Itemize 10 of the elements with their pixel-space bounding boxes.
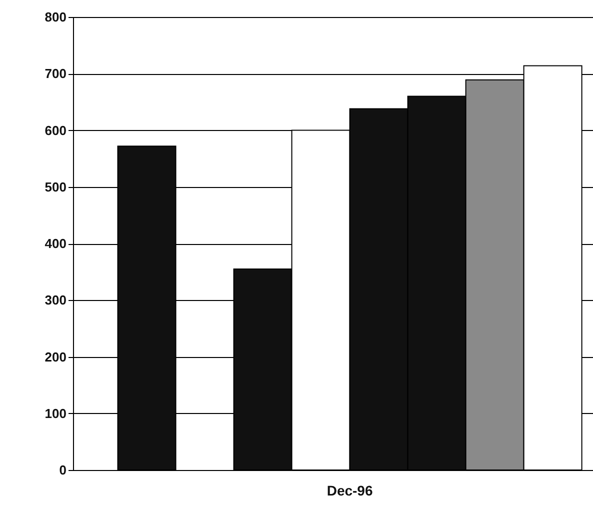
y-tick-label: 0 <box>59 462 66 478</box>
y-tick-label: 600 <box>44 122 66 138</box>
y-tick-label: 500 <box>44 179 66 194</box>
y-tick-label: 400 <box>44 236 66 251</box>
y-tick-label: 200 <box>44 349 66 364</box>
y-tick-label: 800 <box>44 10 66 24</box>
x-tick-label: Dec-96 <box>326 482 373 498</box>
y-tick-label: 700 <box>44 66 66 82</box>
y-tick-label: 100 <box>44 406 66 421</box>
y-tick-label: 300 <box>44 292 66 308</box>
